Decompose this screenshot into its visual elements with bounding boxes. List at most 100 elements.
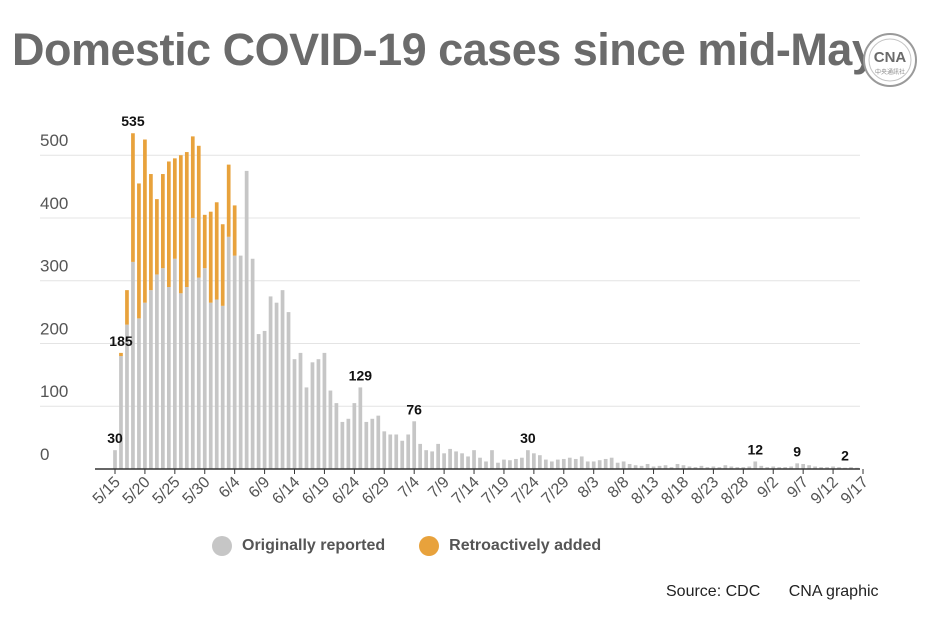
bar-original: [208, 302, 213, 469]
bar-original: [454, 451, 458, 469]
bar-original: [729, 466, 734, 469]
bar-original: [376, 415, 381, 469]
bar-original: [645, 463, 650, 469]
bar-retro: [214, 202, 219, 300]
x-tick-label: 9/12: [808, 474, 842, 508]
bars: [113, 133, 859, 469]
data-label: 30: [107, 430, 123, 446]
bar-original: [190, 217, 195, 469]
bar-retro: [190, 136, 195, 218]
bar-retro: [208, 211, 213, 303]
bar-original: [555, 459, 560, 469]
x-tick-label: 9/7: [784, 474, 812, 502]
bar-original: [202, 268, 207, 469]
bar-retro: [184, 152, 189, 287]
bar-retro: [226, 164, 231, 237]
bar-original: [232, 255, 237, 469]
legend: Originally reported Retroactively added: [212, 536, 635, 556]
bar-original: [155, 274, 159, 469]
bar-original: [573, 458, 578, 469]
x-tick-label: 7/24: [509, 474, 543, 508]
legend-swatch-retro: [419, 536, 440, 556]
bar-original: [119, 356, 123, 469]
x-tick-label: 8/13: [628, 474, 662, 508]
cna-logo-icon: CNA 中央通訊社: [863, 33, 917, 87]
bar-original: [304, 387, 309, 469]
bar-original: [723, 465, 728, 469]
bar-retro: [166, 161, 171, 287]
bar-original: [280, 290, 285, 469]
bar-retro: [220, 224, 225, 306]
bar-original: [639, 465, 644, 469]
legend-swatch-original: [212, 536, 232, 556]
svg-text:中央通訊社: 中央通訊社: [875, 68, 905, 76]
bar-original: [394, 434, 399, 469]
bar-original: [250, 258, 255, 469]
bar-original: [478, 457, 482, 469]
bar-retro: [161, 174, 165, 269]
data-label: 76: [406, 401, 422, 417]
bar-original: [538, 455, 542, 469]
bar-original: [657, 465, 662, 469]
x-tick-label: 8/3: [575, 474, 603, 502]
bar-retro: [202, 214, 207, 269]
bar-original: [693, 467, 698, 469]
y-tick-label: 100: [40, 382, 68, 401]
bar-original: [819, 467, 823, 469]
bar-original: [484, 461, 488, 469]
bar-original: [496, 462, 500, 469]
bar-original: [460, 453, 464, 469]
bar-original: [567, 457, 572, 469]
x-tick-label: 5/25: [150, 474, 184, 508]
bar-original: [196, 277, 201, 469]
bar-original: [490, 450, 494, 469]
bar-original: [358, 387, 363, 469]
bar-original: [113, 450, 117, 469]
bar-original: [220, 305, 225, 469]
bar-original: [849, 467, 853, 469]
bar-retro: [178, 155, 183, 294]
bar-original: [436, 443, 440, 469]
bar-original: [352, 403, 357, 469]
bar-original: [370, 418, 375, 469]
bar-original: [238, 255, 243, 469]
bar-original: [669, 467, 674, 469]
bar-original: [334, 403, 339, 469]
x-tick-label: 5/15: [90, 474, 124, 508]
bar-original: [346, 418, 351, 469]
bar-original: [514, 458, 518, 469]
bar-original: [735, 467, 740, 469]
bar-retro: [232, 205, 237, 256]
x-tick-label: 8/8: [605, 474, 633, 502]
bar-original: [172, 258, 177, 469]
bar-retro: [143, 139, 147, 303]
bar-retro: [172, 158, 177, 259]
bar-original: [783, 467, 788, 469]
bar-original: [256, 334, 261, 469]
bar-original: [753, 461, 758, 469]
data-label: 12: [747, 441, 763, 457]
x-tick-label: 7/19: [479, 474, 513, 508]
bar-original: [771, 466, 776, 469]
x-tick-label: 7/9: [425, 474, 453, 502]
bar-original: [508, 460, 512, 469]
bar-original: [244, 170, 249, 469]
bar-original: [609, 457, 614, 469]
bar-original: [789, 466, 794, 469]
bar-original: [579, 456, 584, 469]
bar-original: [627, 463, 632, 469]
bar-original: [442, 453, 446, 469]
bar-retro: [137, 183, 141, 319]
x-tick-label: 8/23: [688, 474, 722, 508]
bar-original: [448, 448, 452, 469]
bar-original: [184, 287, 189, 469]
bar-original: [801, 463, 806, 469]
x-tick-label: 6/9: [246, 474, 274, 502]
bar-original: [226, 236, 231, 469]
bar-original: [585, 461, 590, 469]
bar-original: [340, 421, 345, 469]
x-tick-label: 9/17: [838, 474, 872, 508]
bar-original: [681, 465, 686, 469]
bar-original: [292, 359, 297, 469]
